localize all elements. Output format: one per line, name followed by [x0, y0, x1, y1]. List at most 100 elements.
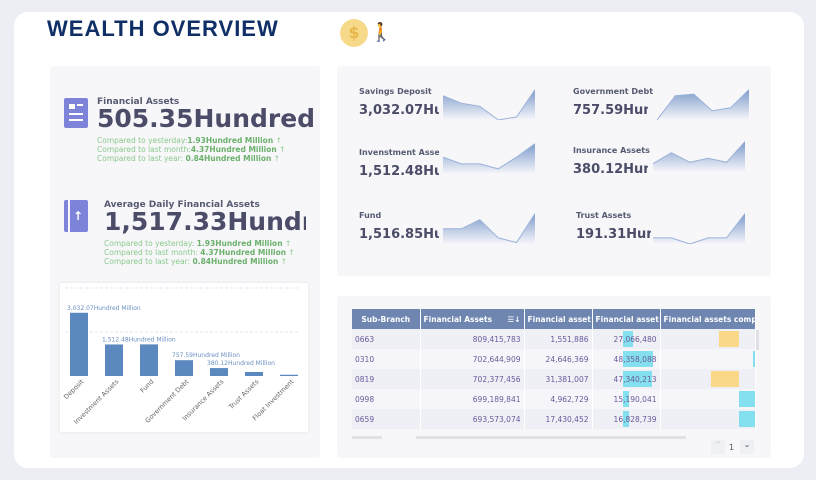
deposit-icon: ↑ [64, 200, 88, 232]
up-arrow-icon: ↑ [275, 136, 282, 145]
asset-bar-chart: Deposit 3,032.07Hundred Million Investment… [60, 283, 308, 432]
document-icon [64, 98, 88, 128]
compared-bar-cell [660, 409, 756, 429]
spark-label: Insurance Assets [573, 146, 650, 155]
spark-label: Invenstment Assets [359, 148, 439, 157]
positive-bar [752, 351, 754, 367]
table-row[interactable]: 0663 809,415,783 1,551,886 27,066,480 [352, 329, 756, 349]
negative-bar [710, 371, 739, 387]
sparkline-area [657, 89, 749, 120]
vertical-scrollbar[interactable] [756, 330, 759, 350]
table-row[interactable]: 0998 699,189,841 4,962,729 15,190,041 [352, 389, 756, 409]
financial-asset-cell: 31,381,007 [524, 369, 593, 389]
comparison-yesterday: Compared to yesterday: 1.93Hundred Milli… [104, 239, 292, 248]
financial-asset-bar-cell: 15,190,041 [592, 389, 661, 409]
up-arrow-icon: ↑ [273, 154, 281, 163]
column-header-financial-asset-3[interactable]: Financial asset ☰ [592, 309, 661, 329]
data-bar [622, 391, 629, 407]
column-header-financial-assets[interactable]: Financial Assets ☰↓ [420, 309, 525, 329]
sparkline-line [443, 213, 535, 244]
financial-assets-cell: 693,573,074 [420, 409, 525, 429]
data-label: 1,512.48Hundred Million [102, 336, 176, 343]
spark-label: Fund [359, 211, 382, 220]
horizontal-scrollbar[interactable] [416, 436, 686, 439]
x-tick-label: Fund [139, 378, 156, 395]
table-row[interactable]: 0310 702,644,909 24,646,369 48,358,088 [352, 349, 756, 369]
data-bar [622, 411, 630, 427]
spark-value: 3,032.07Hundred Million [359, 103, 439, 118]
sparkline-area [443, 89, 535, 120]
positive-bar [738, 411, 754, 427]
spark-value: 1,516.85Hundred Million [359, 227, 439, 242]
sparkline-chart [653, 141, 745, 172]
column-header-financial-asset-2[interactable]: Financial asset ☰ [524, 309, 593, 329]
page-next-button[interactable]: ⌄ [740, 440, 754, 454]
data-bar [622, 331, 634, 347]
up-arrow-icon: ↑ [279, 145, 286, 154]
coin-icon: $ [340, 19, 368, 47]
financial-asset-bar-cell: 47,340,213 [592, 369, 661, 389]
sub-branch-cell: 0659 [352, 409, 421, 429]
sub-branch-cell: 0819 [352, 369, 421, 389]
financial-asset-cell: 4,962,729 [524, 389, 593, 409]
data-label: 380.12Hundred Million [207, 360, 275, 367]
spark-value: 191.31Hundred Million [576, 227, 651, 242]
spark-value: 380.12Hundred Million [573, 162, 648, 177]
comparison-yesterday: Compared to yesterday:1.93Hundred Millio… [97, 136, 282, 145]
comparison-year: Compared to last year: 0.84Hundred Milli… [104, 257, 288, 266]
sort-icon: ☰↓ [507, 314, 521, 324]
financial-asset-cell: 1,551,886 [524, 329, 593, 349]
sparkline-area [653, 141, 745, 172]
financial-asset-cell: 17,430,452 [524, 409, 593, 429]
kpi-value: 1,517.33Hundred Million [104, 207, 306, 236]
financial-assets-cell: 699,189,841 [420, 389, 525, 409]
sparkline-line [653, 213, 745, 244]
bar-trust-assets [245, 372, 263, 376]
bar-deposit [70, 312, 88, 376]
financial-asset-bar-cell: 16,828,739 [592, 409, 661, 429]
x-tick-label: Deposit [62, 377, 86, 401]
bar-investment-assets [105, 344, 123, 376]
data-bar [622, 351, 653, 367]
horizontal-scrollbar-left[interactable] [352, 436, 382, 439]
spark-label: Government Debt [573, 87, 653, 96]
sub-branch-table: Sub-Branch Financial Assets ☰↓ Financial… [352, 309, 756, 429]
compared-bar-cell [660, 329, 756, 349]
compared-bar-cell [660, 389, 756, 409]
sparkline-line [653, 141, 745, 165]
kpi-label: Financial Assets [97, 97, 180, 107]
spark-value: 757.59Hundred Million [573, 103, 648, 118]
sparkline-line [443, 89, 535, 120]
kpi-label: Average Daily Financial Assets [104, 200, 260, 210]
column-header-compared[interactable]: Financial assets compared [660, 309, 756, 329]
bar-government-debt [175, 360, 193, 376]
sparkline-chart [443, 89, 535, 120]
sparkline-chart [443, 143, 535, 174]
bar-fund [140, 344, 158, 376]
page-title: WEALTH OVERVIEW [47, 16, 279, 41]
compared-bar-cell [660, 349, 756, 369]
positive-bar [738, 391, 754, 407]
comparison-year: Compared to last year: 0.84Hundred Milli… [97, 154, 281, 163]
comparison-month: Compared to last month:4.37Hundred Milli… [97, 145, 286, 154]
up-arrow-icon: ↑ [284, 239, 292, 248]
financial-assets-cell: 809,415,783 [420, 329, 525, 349]
comparison-month: Compared to last month: 4.37Hundred Mill… [104, 248, 295, 257]
table-row[interactable]: 0659 693,573,074 17,430,452 16,828,739 [352, 409, 756, 429]
financial-asset-bar-cell: 48,358,088 [592, 349, 661, 369]
sparkline-chart [653, 213, 745, 244]
person-icon: 🚶 [370, 22, 393, 43]
table-row[interactable]: 0819 702,377,456 31,381,007 47,340,213 [352, 369, 756, 389]
sparkline-chart [443, 213, 535, 244]
sparkline-line [657, 89, 749, 120]
spark-label: Savings Deposit [359, 87, 432, 96]
column-header-sub-branch[interactable]: Sub-Branch [352, 309, 421, 329]
sparkline-area [653, 213, 745, 244]
up-arrow-icon: ↑ [280, 257, 288, 266]
up-arrow-icon: ↑ [288, 248, 295, 257]
kpi-value: 505.35Hundred Million [97, 104, 313, 133]
compared-bar-cell [660, 369, 756, 389]
sub-branch-cell: 0998 [352, 389, 421, 409]
page-prev-button[interactable]: ^ [711, 440, 725, 454]
